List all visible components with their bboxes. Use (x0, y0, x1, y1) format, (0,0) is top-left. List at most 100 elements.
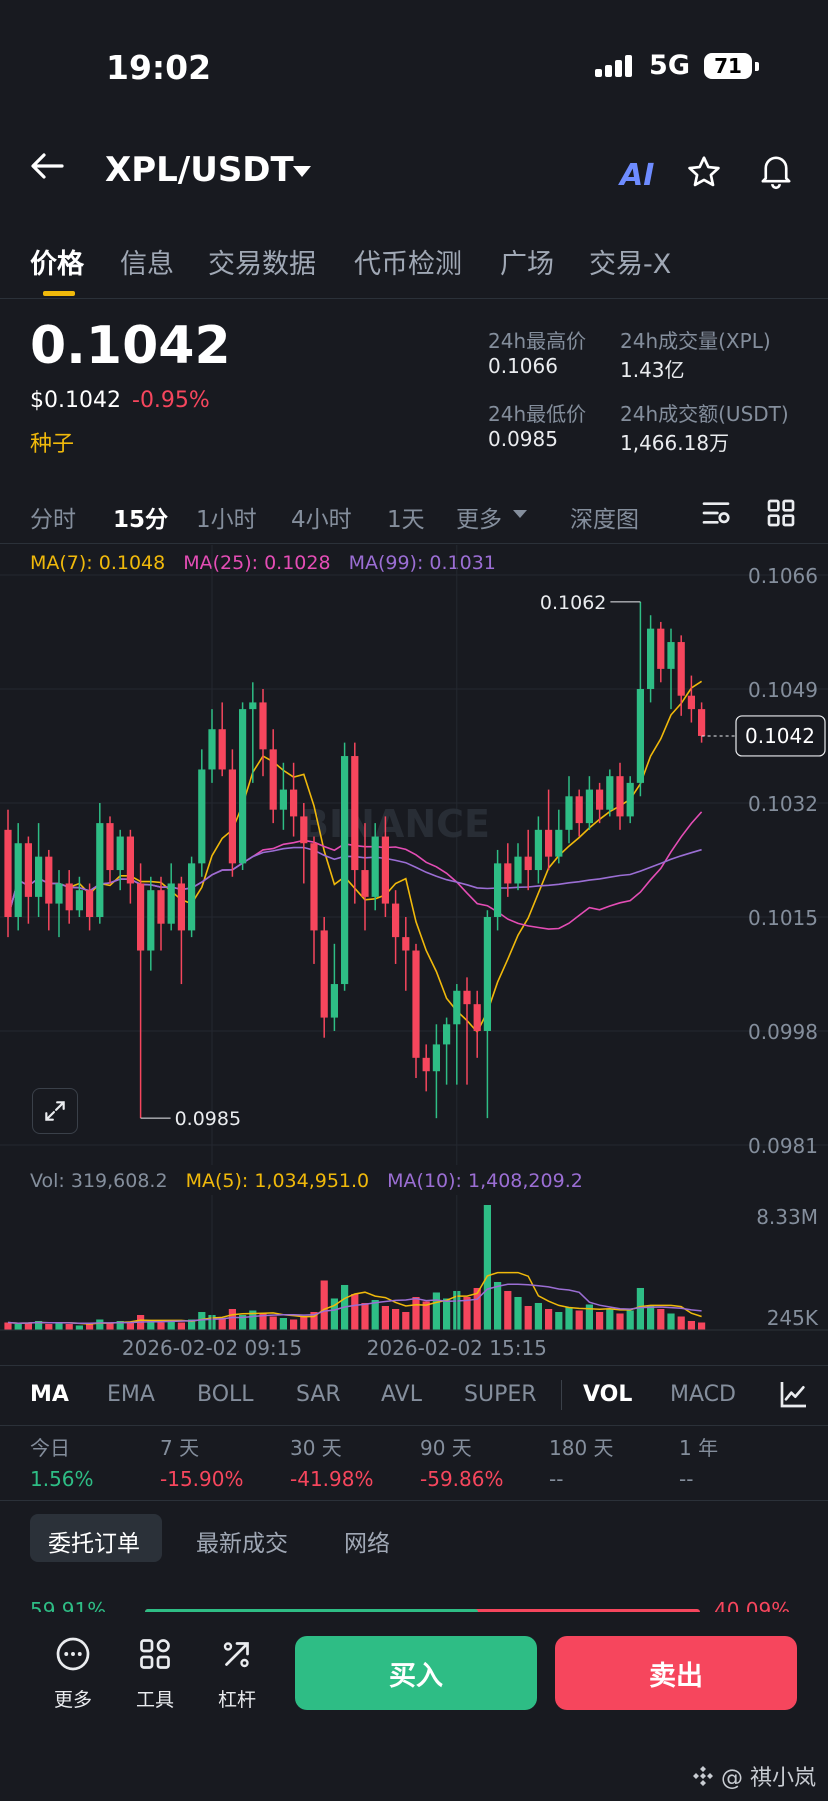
vol-xpl-label: 24h成交量(XPL) (620, 329, 771, 353)
tab-order-book[interactable]: 委托订单 (48, 1531, 140, 1557)
volume-bar (636, 1287, 644, 1330)
candle-body (4, 829, 12, 917)
candle-body (606, 776, 614, 810)
chevron-down-icon[interactable] (513, 510, 527, 518)
candle-body (483, 917, 491, 1031)
interval-line[interactable]: 分时 (30, 507, 76, 533)
current-price-label: 0.1042 (745, 724, 815, 748)
volume-bar (14, 1323, 22, 1330)
perf-label: 90 天 (420, 1436, 472, 1460)
vol-usdt-value: 1,466.18万 (620, 431, 730, 455)
buy-button[interactable]: 买入 (295, 1636, 537, 1710)
perf-value: -- (549, 1467, 564, 1491)
nav-tools-label: 工具 (135, 1689, 174, 1711)
vol-ma10-line (7, 1283, 702, 1325)
indicator-chart-icon[interactable] (778, 1378, 810, 1414)
volume-bar (157, 1322, 165, 1330)
candle-body (330, 984, 338, 1018)
candle-body (647, 628, 655, 689)
candle-body (177, 883, 185, 931)
volume-bar (494, 1281, 502, 1330)
interval-1d[interactable]: 1天 (387, 507, 425, 533)
status-time: 19:02 (106, 48, 212, 87)
nav-more[interactable]: 更多 (38, 1636, 108, 1712)
volume-bar (698, 1322, 706, 1330)
candle-body (575, 796, 583, 824)
tab-square[interactable]: 广场 (500, 249, 554, 280)
sell-button[interactable]: 卖出 (555, 1636, 797, 1710)
back-arrow-icon[interactable] (30, 152, 64, 184)
tab-recent-trades[interactable]: 最新成交 (196, 1531, 288, 1557)
volume-bar (585, 1304, 593, 1330)
tab-token-check[interactable]: 代币检测 (354, 249, 462, 280)
volume-bar (616, 1313, 624, 1330)
perf-label: 1 年 (679, 1436, 719, 1460)
interval-1h[interactable]: 1小时 (196, 507, 257, 533)
volume-bar (667, 1313, 675, 1330)
candle-body (341, 756, 349, 985)
current-price-tag (735, 715, 826, 757)
nav-tools[interactable]: 工具 (120, 1636, 190, 1712)
volume-bar (443, 1298, 451, 1330)
indicator-boll[interactable]: BOLL (197, 1382, 254, 1407)
candle-body (524, 856, 532, 871)
ma25-label: MA(25): 0.1028 (183, 552, 331, 574)
tab-network[interactable]: 网络 (344, 1531, 390, 1557)
chevron-down-icon[interactable] (293, 166, 311, 177)
interval-15m[interactable]: 15分 (113, 507, 169, 533)
seed-tag[interactable]: 种子 (30, 432, 75, 457)
expand-icon[interactable] (32, 1088, 78, 1134)
chart-settings-icon[interactable] (700, 497, 732, 533)
interval-more[interactable]: 更多 (456, 507, 502, 533)
favorite-star-icon[interactable] (686, 154, 722, 194)
tab-info[interactable]: 信息 (120, 249, 174, 280)
volume-bar (300, 1316, 308, 1330)
y-tick-label: 0.1049 (748, 678, 818, 702)
volume-bar (504, 1290, 512, 1330)
chart-watermark: BINANCE (300, 802, 490, 846)
tab-trade-x[interactable]: 交易-X (589, 249, 672, 280)
candles (4, 601, 706, 1119)
indicator-ma[interactable]: MA (30, 1382, 69, 1407)
y-tick-label: 0.1015 (748, 906, 818, 930)
volume-chart[interactable]: 8.33M 245K 2026-02-02 09:15 2026-02-02 15:1… (0, 1195, 828, 1365)
depth-chart-tab[interactable]: 深度图 (570, 507, 639, 533)
volume-bar (249, 1310, 257, 1330)
bell-icon[interactable] (758, 152, 794, 194)
candle-body (351, 756, 359, 871)
volume-bar (596, 1311, 604, 1330)
volume-labels: 8.33M 245K 2026-02-02 09:15 2026-02-02 15:1… (0, 1205, 828, 1360)
indicator-macd[interactable]: MACD (670, 1382, 736, 1407)
candle-body (137, 883, 145, 951)
nav-leverage[interactable]: 杠杆 (202, 1636, 272, 1712)
volume-bar (657, 1308, 665, 1330)
candle-body (412, 950, 420, 1058)
ai-icon[interactable]: AI (620, 158, 655, 193)
indicator-vol[interactable]: VOL (583, 1382, 633, 1407)
volume-bar (116, 1320, 124, 1330)
layout-grid-icon[interactable] (765, 497, 797, 533)
volume-bar (290, 1319, 298, 1330)
indicator-super[interactable]: SUPER (464, 1382, 537, 1407)
interval-4h[interactable]: 4小时 (291, 507, 352, 533)
volume-bar (35, 1320, 43, 1330)
ma99-label: MA(99): 0.1031 (348, 552, 496, 574)
tools-icon (140, 1639, 170, 1669)
tab-trading-data[interactable]: 交易数据 (208, 249, 316, 280)
candlestick-chart[interactable]: BINANCE 0.10660.10490.10320.10150.09980.… (0, 545, 828, 1165)
vol-label: Vol: 319,608.2 (30, 1170, 168, 1192)
indicator-sar[interactable]: SAR (296, 1382, 341, 1407)
indicator-avl[interactable]: AVL (381, 1382, 422, 1407)
chart-grid (0, 545, 828, 1165)
candle-body (126, 836, 134, 884)
y-tick-label: 0.0981 (748, 1134, 818, 1158)
perf-value: -15.90% (160, 1467, 244, 1491)
volume-bar (96, 1319, 104, 1330)
indicator-ema[interactable]: EMA (107, 1382, 155, 1407)
tab-price[interactable]: 价格 (30, 249, 84, 280)
pair-selector[interactable]: XPL/USDT (105, 150, 294, 190)
candle-body (45, 856, 53, 904)
candle-body (402, 937, 410, 951)
vol-ma5-label: MA(5): 1,034,951.0 (185, 1170, 370, 1192)
candle-body (504, 863, 512, 884)
